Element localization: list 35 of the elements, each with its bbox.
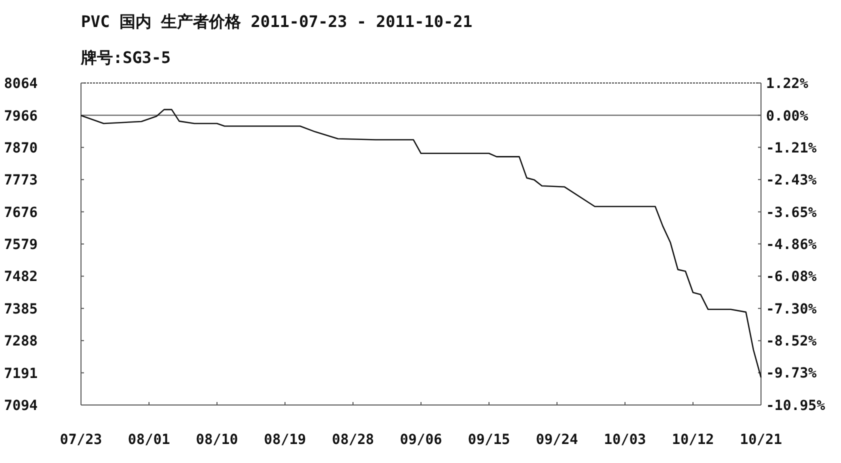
x-tick-label: 07/23 xyxy=(60,432,102,448)
x-tick-label: 08/28 xyxy=(332,432,374,448)
y-tick-label: 8064 xyxy=(4,76,38,92)
y-tick-label: 7288 xyxy=(4,334,38,350)
y-tick-label: 7191 xyxy=(4,366,38,382)
x-tick-label: 08/01 xyxy=(128,432,170,448)
chart-title: PVC 国内 生产者价格 2011-07-23 - 2011-10-21 xyxy=(81,12,472,31)
y-tick-label: 7482 xyxy=(4,269,38,286)
y-tick-label: 7094 xyxy=(4,398,38,414)
x-tick-label: 10/21 xyxy=(740,432,782,448)
x-tick-label: 09/24 xyxy=(536,432,578,448)
y2-tick-label: -9.73% xyxy=(766,366,818,382)
x-tick-label: 10/03 xyxy=(604,432,646,448)
y2-tick-label: 0.00% xyxy=(766,108,809,124)
x-tick-label: 08/10 xyxy=(196,432,238,448)
x-tick-label: 09/06 xyxy=(400,432,442,448)
y2-tick-label: -6.08% xyxy=(766,269,818,286)
x-tick-label: 09/15 xyxy=(468,432,510,448)
x-tick-label: 10/12 xyxy=(672,432,714,448)
y2-tick-label: -3.65% xyxy=(766,204,818,221)
y-tick-label: 7773 xyxy=(4,172,38,189)
y-tick-label: 7870 xyxy=(4,140,38,156)
y-tick-label: 7385 xyxy=(4,301,38,318)
y2-tick-label: -1.21% xyxy=(766,140,818,156)
y2-tick-label: -10.95% xyxy=(766,398,826,414)
y-tick-label: 7579 xyxy=(4,237,38,253)
y2-tick-label: -2.43% xyxy=(766,172,818,189)
y-tick-label: 7676 xyxy=(4,204,38,221)
y2-tick-label: -8.52% xyxy=(766,334,818,350)
x-tick-label: 08/19 xyxy=(264,432,306,448)
y2-tick-label: -7.30% xyxy=(766,301,818,318)
chart-subtitle: 牌号:SG3-5 xyxy=(80,48,171,67)
y-tick-label: 7966 xyxy=(4,108,38,125)
y2-tick-label: 1.22% xyxy=(766,76,809,92)
y2-tick-label: -4.86% xyxy=(766,236,818,253)
